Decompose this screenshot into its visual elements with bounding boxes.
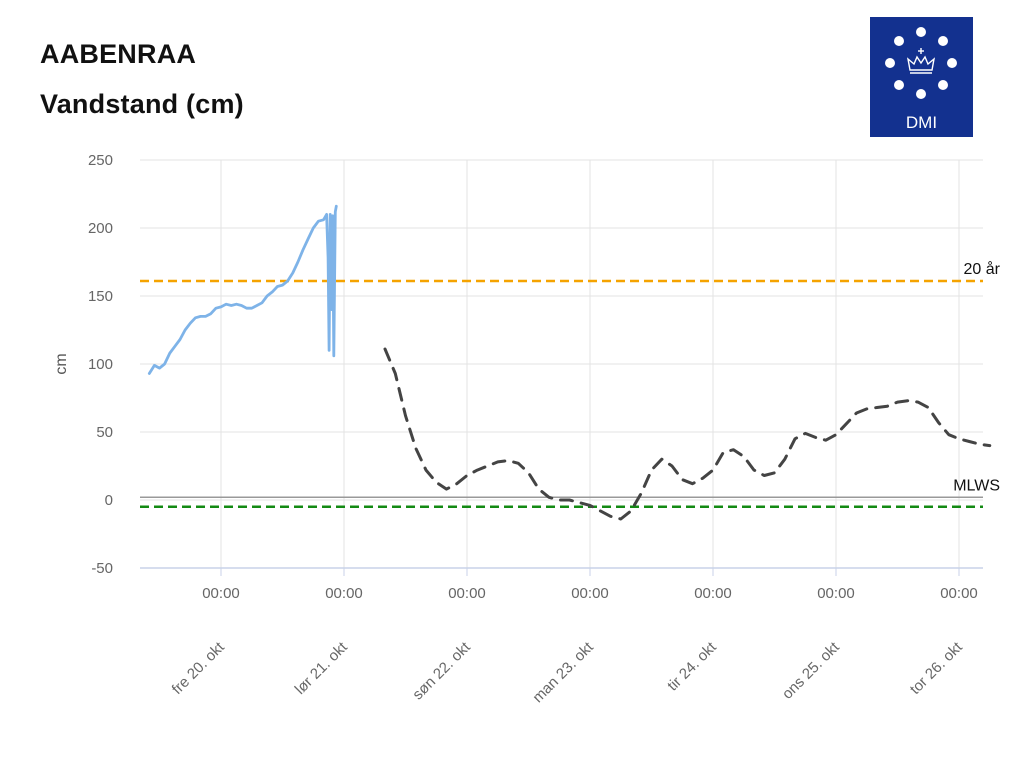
- forecast-line: [383, 347, 992, 521]
- y-tick-label: 50: [96, 424, 113, 441]
- reference-lines: 20 år MLWS: [140, 260, 1001, 509]
- x-tick-time-label: 00:00: [202, 585, 240, 602]
- x-tick-day-label: tor 26. okt: [907, 638, 967, 698]
- y-tick-label: 150: [88, 288, 113, 305]
- measure-subtitle: Vandstand (cm): [40, 89, 244, 119]
- x-tick-time-label: 00:00: [817, 585, 855, 602]
- x-tick-time-label: 00:00: [325, 585, 363, 602]
- reference-line-label: 20 år: [964, 260, 1001, 278]
- x-tick-day-label: lør 21. okt: [292, 638, 352, 698]
- logo-label: DMI: [905, 113, 938, 132]
- y-tick-label: 250: [88, 152, 113, 169]
- x-tick-day-label: man 23. okt: [529, 638, 597, 706]
- crown-with-dots-icon: [885, 27, 957, 99]
- series-layer: [147, 204, 992, 521]
- dmi-logo: DMI: [870, 17, 973, 137]
- chart-title-block: AABENRAA Vandstand (cm): [40, 36, 244, 122]
- y-tick-label: -50: [91, 560, 113, 577]
- x-tick-time-label: 00:00: [448, 585, 486, 602]
- x-tick-time-label: 00:00: [571, 585, 609, 602]
- observed-line: [147, 204, 338, 375]
- x-tick-day-label: søn 22. okt: [409, 638, 474, 703]
- x-tick-time-label: 00:00: [940, 585, 978, 602]
- y-tick-label: 0: [105, 492, 113, 509]
- reference-line-label: MLWS: [953, 477, 1000, 494]
- axis-layer: 250 200 150 100 50 0 -50 00:00 fre 20. okt 00:00 l…: [88, 152, 983, 706]
- y-tick-label: 100: [88, 356, 113, 373]
- x-tick-day-label: tir 24. okt: [664, 638, 720, 694]
- station-title: AABENRAA: [40, 39, 197, 69]
- x-tick-day-label: ons 25. okt: [779, 638, 843, 702]
- y-axis-title: cm: [53, 353, 70, 374]
- x-tick-time-label: 00:00: [694, 585, 732, 602]
- y-tick-label: 200: [88, 220, 113, 237]
- x-tick-day-label: fre 20. okt: [169, 638, 229, 698]
